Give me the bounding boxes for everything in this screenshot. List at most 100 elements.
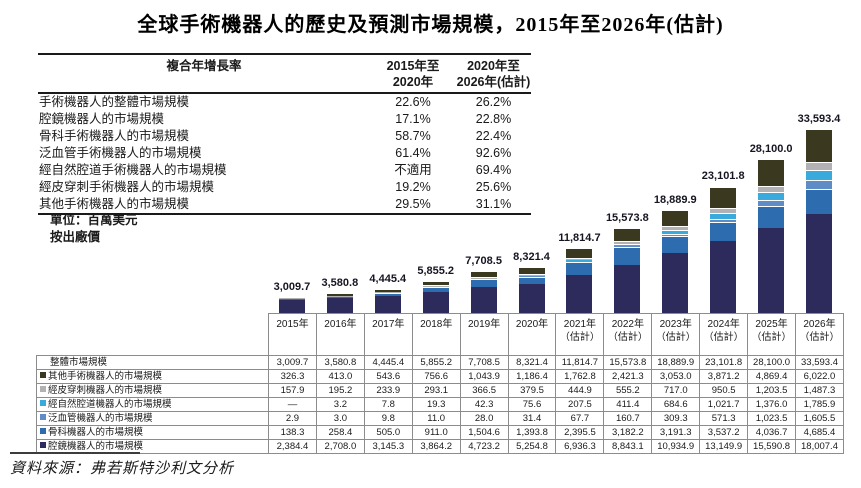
data-cell: 543.6	[363, 369, 413, 384]
bar-segment	[470, 287, 497, 313]
bar-segment	[758, 205, 785, 228]
bar-2023年	[662, 209, 689, 313]
year-header-cell: 2019年	[459, 313, 509, 356]
data-cell: 5,855.2	[411, 355, 461, 370]
data-cell: 23,101.8	[699, 355, 749, 370]
data-cell: 3,053.0	[651, 369, 701, 384]
data-cell: 2,395.5	[555, 425, 605, 440]
data-cell: 1,021.7	[699, 397, 749, 412]
bar-segment	[758, 159, 785, 186]
data-cell: 11,814.7	[555, 355, 605, 370]
data-cell: 4,869.4	[747, 369, 796, 384]
data-cell: 3,145.3	[363, 439, 413, 454]
data-cell: 444.9	[555, 383, 605, 398]
data-cell: 717.0	[651, 383, 701, 398]
data-cell: 3,864.2	[411, 439, 461, 454]
data-cell: 3,009.7	[268, 355, 317, 370]
data-cell: 8,843.1	[603, 439, 653, 454]
data-cell: 326.3	[268, 369, 317, 384]
data-cell: —	[268, 397, 317, 412]
bar-2015年	[278, 296, 305, 313]
bar-segment	[662, 235, 689, 254]
bar-segment	[710, 186, 737, 208]
data-cell: 1,043.9	[459, 369, 509, 384]
bar-2025年	[758, 159, 785, 313]
data-cell: 756.6	[411, 369, 461, 384]
legend-swatch-icon	[40, 386, 46, 393]
data-cell: 9.8	[363, 411, 413, 426]
bar-segment	[518, 284, 545, 313]
bar-segment	[806, 214, 833, 313]
cagr-value: 69.4%	[475, 163, 512, 177]
cagr-row: 泛血管手術機器人的市場規模 61.4% 92.6%	[38, 145, 531, 162]
data-cell: 7.8	[363, 397, 413, 412]
bar-segment	[566, 258, 593, 261]
row-label: 泛血管機器人的市場規模	[35, 411, 270, 426]
data-cell: 1,762.8	[555, 369, 605, 384]
data-cell: 33,593.4	[795, 355, 844, 370]
data-cell: 75.6	[507, 397, 557, 412]
bar-segment	[422, 285, 449, 287]
data-cell: 6,936.3	[555, 439, 605, 454]
data-cell: 2,384.4	[268, 439, 317, 454]
data-cell: 67.7	[555, 411, 605, 426]
cagr-row-label: 泛血管手術機器人的市場規模	[39, 146, 202, 160]
source-text: 資料來源：弗若斯特沙利文分析	[10, 461, 235, 477]
data-cell: 2,421.3	[603, 369, 653, 384]
data-cell: 411.4	[603, 397, 653, 412]
bar-segment	[518, 276, 545, 285]
bar-segment	[374, 288, 401, 292]
bar-segment	[470, 276, 497, 279]
cagr-row: 經皮穿刺手術機器人的市場規模 19.2% 25.6%	[38, 179, 531, 196]
stacked-bar-chart: 3,009.7 3,580.8 4,445.4 5,855.2 7,708.5 8,321…	[268, 99, 843, 313]
cagr-value: 22.6%	[395, 95, 431, 109]
bar-segment	[326, 295, 353, 297]
bar-total-label: 33,593.4	[797, 113, 841, 125]
data-cell: 413.0	[315, 369, 365, 384]
data-cell: 1,605.5	[795, 411, 844, 426]
data-cell: 684.6	[651, 397, 701, 412]
bar-segment	[662, 233, 689, 236]
row-label-total: 整體市場規模	[35, 355, 270, 370]
cagr-value: 17.1%	[395, 112, 431, 126]
cagr-value: 25.6%	[475, 180, 512, 194]
cagr-value: 不適用	[394, 163, 432, 177]
bar-segment	[710, 240, 737, 313]
cagr-row-label: 手術機器人的整體市場規模	[39, 95, 190, 109]
data-cell: 3.0	[315, 411, 365, 426]
bar-2020年	[518, 267, 545, 313]
data-cell: 1,203.5	[747, 383, 796, 398]
cagr-value: 26.2%	[475, 95, 512, 109]
bar-segment	[710, 212, 737, 219]
bar-total-label: 5,855.2	[417, 264, 455, 277]
row-label: 經自然腔道機器人的市場規模	[35, 397, 270, 412]
data-cell: 4,036.7	[747, 425, 796, 440]
table-row: 泛血管機器人的市場規模 2.9 3.0 9.8 11.0 28.0 31.4 67.7 160.…	[35, 411, 844, 426]
bar-segment	[326, 296, 353, 299]
source-note: 資料來源：弗若斯特沙利文分析	[10, 452, 234, 478]
cagr-value: 31.1%	[475, 197, 512, 211]
cagr-row: 手術機器人的整體市場規模 22.6% 26.2%	[38, 93, 531, 111]
bar-segment	[566, 248, 593, 258]
legend-swatch-icon	[40, 372, 46, 379]
data-cell: 911.0	[411, 425, 461, 440]
bar-2021年	[566, 248, 593, 313]
data-cell: 15,590.8	[747, 439, 796, 454]
data-cell: 3,191.3	[651, 425, 701, 440]
data-cell: 4,685.4	[795, 425, 844, 440]
table-row: 經自然腔道機器人的市場規模 —3.2 7.8 19.3 42.3 75.6 207.5 411…	[35, 397, 844, 412]
bar-segment	[758, 192, 785, 200]
data-cell: 1,487.3	[795, 383, 844, 398]
data-cell: 571.3	[699, 411, 749, 426]
bar-segment	[806, 129, 833, 163]
bar-segment	[566, 260, 593, 262]
legend-swatch-icon	[40, 414, 46, 421]
data-cell: 3,537.2	[699, 425, 749, 440]
blank-corner-cell	[37, 314, 269, 356]
cagr-value: 29.5%	[395, 197, 431, 211]
bar-segment	[710, 207, 737, 213]
bar-2019年	[470, 270, 497, 313]
data-cell: 1,504.6	[459, 425, 509, 440]
data-cell: 293.1	[411, 383, 461, 398]
bar-segment	[662, 253, 689, 313]
